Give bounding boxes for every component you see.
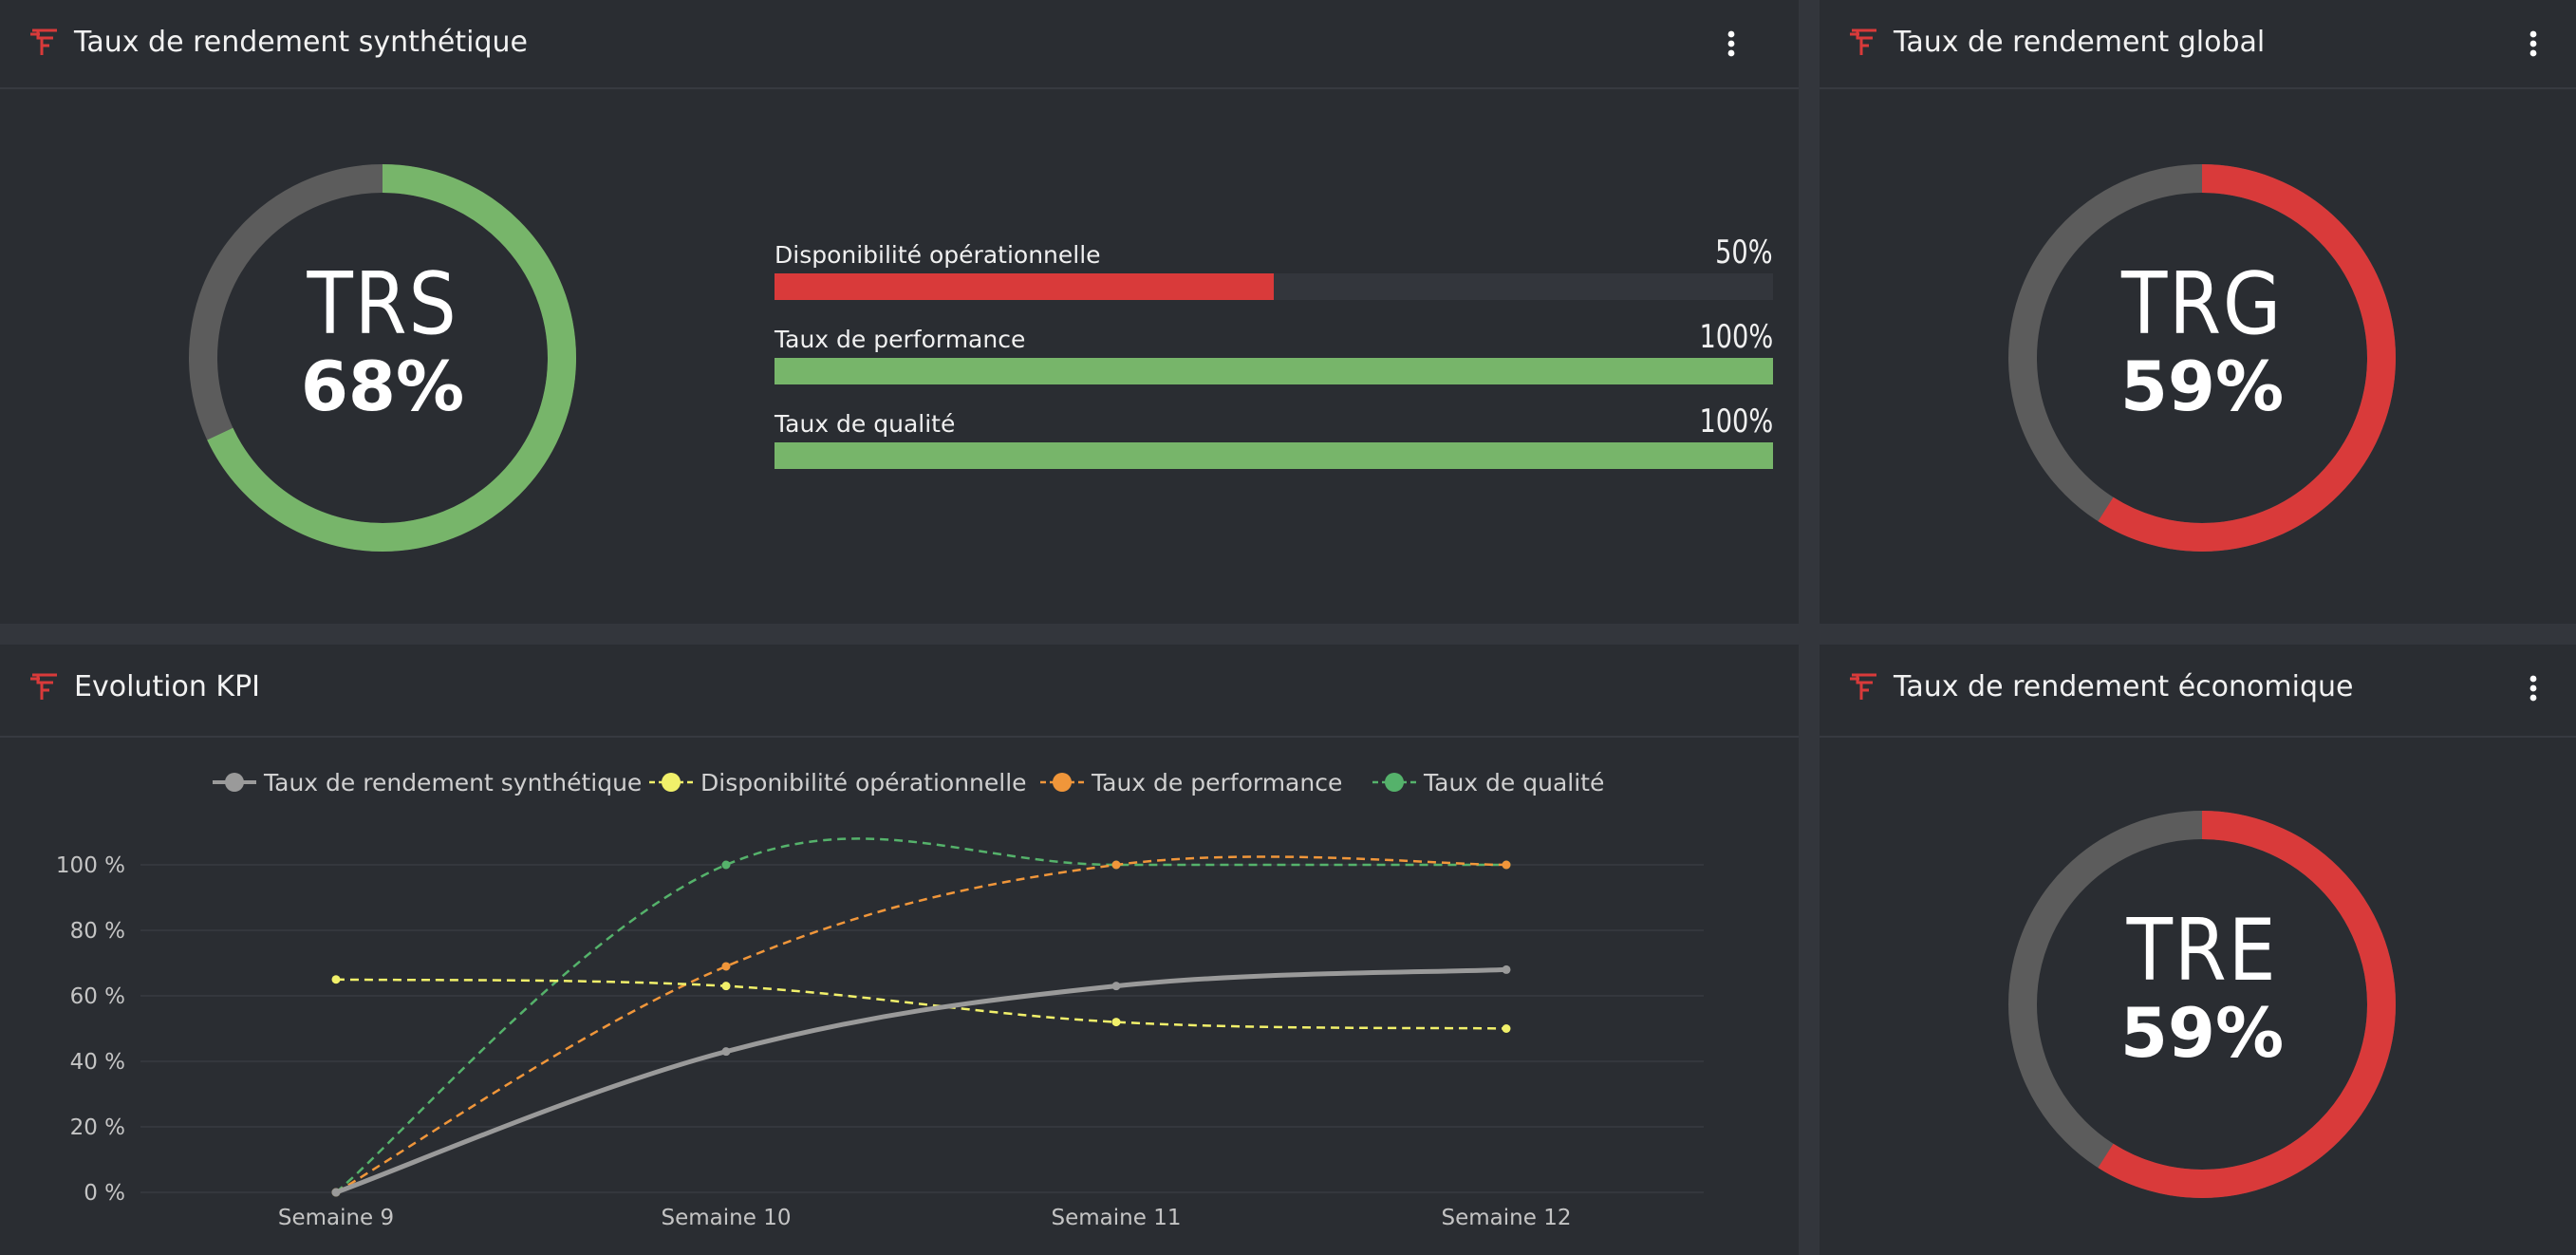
progress-track <box>775 442 1773 469</box>
progress-track <box>775 273 1773 300</box>
bar-label: Taux de performance <box>775 326 1026 353</box>
series-point <box>1502 1024 1511 1033</box>
progress-track <box>775 358 1773 384</box>
trg-gauge-value: 59% <box>2119 347 2285 426</box>
y-tick-label: 60 % <box>70 984 125 1009</box>
series-line <box>335 966 1507 1195</box>
more-vertical-icon[interactable] <box>2516 27 2550 61</box>
panel-title: Taux de rendement synthétique <box>74 26 528 59</box>
series-point <box>1111 860 1121 870</box>
series-point <box>331 1188 341 1197</box>
bar-label: Taux de qualité <box>775 410 956 438</box>
trg-gauge-ring <box>2008 164 2396 552</box>
app-logo-icon <box>30 28 57 55</box>
y-tick-label: 0 % <box>84 1181 125 1206</box>
x-tick-label: Semaine 10 <box>662 1206 792 1230</box>
progress-fill <box>775 442 1773 469</box>
x-tick-label: Semaine 12 <box>1442 1206 1572 1230</box>
trs-gauge-label: TRS <box>307 254 458 354</box>
series-point <box>721 860 731 870</box>
legend-label: Disponibilité opérationnelle <box>700 769 1027 796</box>
bar-label: Disponibilité opérationnelle <box>775 241 1101 269</box>
trs-gauge-value: 68% <box>300 347 465 426</box>
tre-gauge-label: TRE <box>2126 901 2278 1001</box>
legend-swatch-dot <box>662 773 681 792</box>
series-point <box>1111 982 1121 991</box>
trg-panel-header: Taux de rendement global <box>1820 0 2576 89</box>
series-point <box>721 1047 731 1057</box>
app-logo-icon <box>1850 28 1876 55</box>
legend-swatch-dot <box>1053 773 1072 792</box>
x-tick-label: Semaine 11 <box>1052 1206 1182 1230</box>
more-vertical-icon[interactable] <box>1714 27 1748 61</box>
app-logo-icon <box>30 673 57 700</box>
progress-fill <box>775 273 1274 300</box>
progress-fill <box>775 358 1773 384</box>
legend-swatch-dot <box>1385 773 1404 792</box>
series-point <box>721 982 731 991</box>
series-line <box>335 978 1507 1030</box>
tre-panel-header: Taux de rendement économique <box>1820 645 2576 738</box>
more-vertical-icon[interactable] <box>2516 671 2550 705</box>
bar-value: 100% <box>1699 403 1773 440</box>
tre-gauge-ring <box>2008 811 2396 1198</box>
tre-gauge-value: 59% <box>2119 993 2285 1073</box>
app-logo-icon <box>1850 673 1876 700</box>
bar-value: 50% <box>1715 234 1773 272</box>
legend-label: Taux de rendement synthétique <box>263 769 642 796</box>
x-tick-label: Semaine 9 <box>278 1206 394 1230</box>
series-point <box>721 962 731 971</box>
y-tick-label: 40 % <box>70 1050 125 1075</box>
y-tick-label: 100 % <box>56 853 125 878</box>
gauge-arc <box>2008 164 2396 552</box>
trs-gauge: TRS 68% <box>189 164 576 552</box>
y-tick-label: 20 % <box>70 1115 125 1140</box>
bar-availability: Disponibilité opérationnelle 50% <box>775 234 1773 304</box>
trs-gauge-ring <box>189 164 576 552</box>
panel-title: Taux de rendement économique <box>1894 670 2354 703</box>
trg-gauge: TRG 59% <box>2008 164 2396 552</box>
bar-performance: Taux de performance 100% <box>775 318 1773 388</box>
panel-title: Evolution KPI <box>74 670 261 703</box>
gauge-arc <box>2008 811 2396 1198</box>
series-line <box>335 837 1506 1193</box>
gauge-arc <box>189 164 576 552</box>
trs-panel-header: Taux de rendement synthétique <box>0 0 1799 89</box>
series-point <box>1502 965 1511 974</box>
trs-panel: Taux de rendement synthétique TRS 68% Di… <box>0 0 1799 624</box>
series-point <box>1502 860 1511 870</box>
panel-title: Taux de rendement global <box>1894 26 2266 59</box>
trg-gauge-label: TRG <box>2120 254 2284 354</box>
series-point <box>1111 1018 1121 1027</box>
kpi-panel: Evolution KPI 0 % 20 % 40 % 60 % 80 % 100 % Se… <box>0 645 1799 1255</box>
series-point <box>331 975 341 984</box>
tre-panel: Taux de rendement économique TRE 59% <box>1820 645 2576 1255</box>
bar-value: 100% <box>1699 318 1773 356</box>
legend-label: Taux de performance <box>1091 769 1342 796</box>
legend-swatch-dot <box>225 773 244 792</box>
bar-quality: Taux de qualité 100% <box>775 403 1773 473</box>
legend-label: Taux de qualité <box>1423 769 1604 796</box>
series-line <box>335 855 1507 1194</box>
kpi-line-chart: 0 % 20 % 40 % 60 % 80 % 100 % Semaine 9 Semaine… <box>56 769 1704 1230</box>
trg-panel: Taux de rendement global TRG 59% <box>1820 0 2576 624</box>
kpi-panel-header: Evolution KPI <box>0 645 1799 738</box>
y-tick-label: 80 % <box>70 919 125 944</box>
tre-gauge: TRE 59% <box>2008 811 2396 1198</box>
